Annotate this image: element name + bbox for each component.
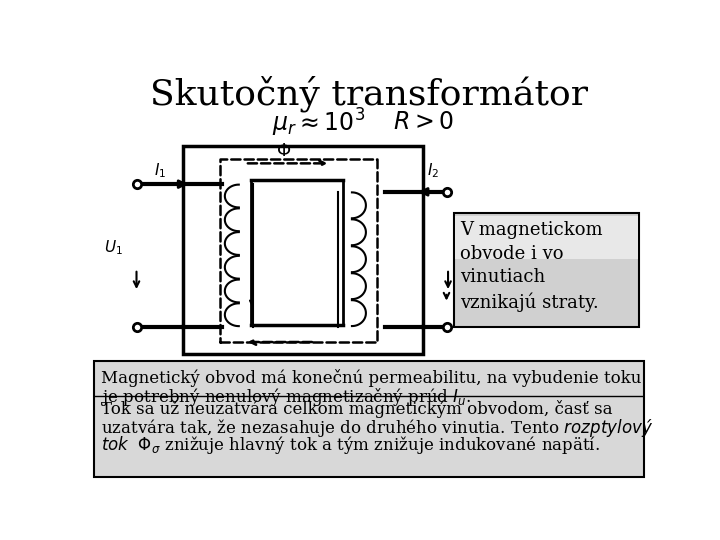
Text: Magnetický obvod má konečnú permeabilitu, na vybudenie toku: Magnetický obvod má konečnú permeabilitu… (101, 369, 642, 387)
Bar (455, 215, 638, 259)
Text: $\Phi$: $\Phi$ (276, 142, 292, 160)
Bar (94, 361, 644, 477)
Text: $U_1$: $U_1$ (104, 238, 122, 256)
Text: $\Phi\,\Phi_1$: $\Phi\,\Phi_1$ (256, 211, 284, 226)
Text: $I_2$: $I_2$ (427, 161, 439, 180)
Text: Skutočný transformátor: Skutočný transformátor (150, 76, 588, 112)
Text: $U_{i1}$: $U_{i1}$ (256, 255, 276, 272)
Text: Tok sa už neuzatvára celkom magnetickým obvodom, časť sa: Tok sa už neuzatvára celkom magnetickým … (101, 400, 612, 418)
Text: $\mathit{tok}$  $\Phi_\sigma$ znižuje hlavný tok a tým znižuje indukované napätí: $\mathit{tok}$ $\Phi_\sigma$ znižuje hla… (101, 434, 600, 456)
Text: $U_{i2}$: $U_{i2}$ (306, 255, 326, 272)
Bar (220, 159, 377, 342)
Text: $\Phi\,\Phi_2$: $\Phi\,\Phi_2$ (299, 211, 328, 226)
Text: $I_1$: $I_1$ (153, 161, 166, 180)
Bar (454, 213, 639, 327)
Text: V magnetickom
obvode i vo
vinutiach
vznikajú straty.: V magnetickom obvode i vo vinutiach vzni… (461, 221, 603, 312)
Text: uzatvára tak, že nezasahuje do druhého vinutia. Tento $\mathit{rozptylový}$: uzatvára tak, že nezasahuje do druhého v… (101, 417, 653, 438)
Bar (251, 180, 343, 325)
Bar (183, 146, 423, 354)
Text: $R > 0$: $R > 0$ (393, 111, 454, 134)
Text: $U_2$: $U_2$ (456, 238, 474, 256)
Text: $\mu_r \approx 10^3$: $\mu_r \approx 10^3$ (272, 106, 365, 139)
Text: je potrebný nenulový magnetizačný prúd $I_u$.: je potrebný nenulový magnetizačný prúd $… (101, 386, 471, 408)
